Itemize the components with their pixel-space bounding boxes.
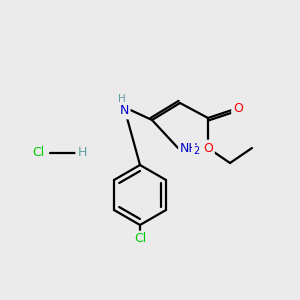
Text: O: O xyxy=(203,142,213,154)
Text: H: H xyxy=(77,146,87,160)
Text: H: H xyxy=(118,94,126,104)
Text: Cl: Cl xyxy=(134,232,146,245)
Text: N: N xyxy=(119,104,129,118)
Text: NH: NH xyxy=(180,142,199,154)
Text: Cl: Cl xyxy=(32,146,44,160)
Text: O: O xyxy=(233,101,243,115)
Text: 2: 2 xyxy=(193,146,199,156)
